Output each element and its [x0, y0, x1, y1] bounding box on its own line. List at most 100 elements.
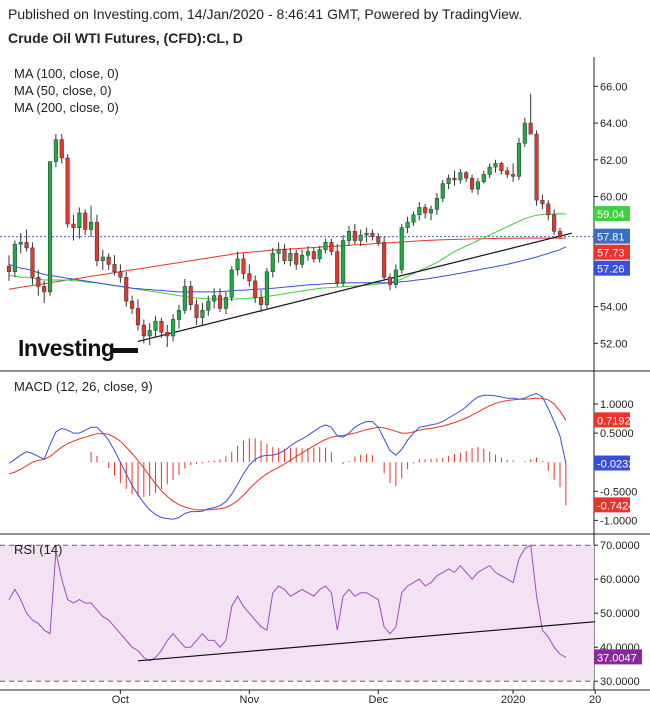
- candle-down: [528, 122, 533, 135]
- ma200-line: [8, 237, 566, 290]
- candle-down: [552, 214, 557, 232]
- candle-down: [188, 286, 193, 306]
- candle-down: [118, 271, 123, 278]
- legend-ma100: MA (100, close, 0): [14, 66, 119, 81]
- price-tick-label: 52.00: [600, 338, 628, 350]
- candle-up: [346, 231, 352, 241]
- time-tick-label: Oct: [112, 694, 129, 706]
- rsi-tick-label: 70.0000: [600, 540, 640, 552]
- candle-up: [434, 198, 439, 210]
- price-tag-1: 57.81: [597, 232, 625, 244]
- macd-tag-2-bg: [594, 497, 630, 513]
- price-tag-3: 57.26: [597, 264, 625, 276]
- rsi-line: [8, 544, 567, 662]
- candle-up: [405, 221, 410, 228]
- candle-down: [59, 139, 64, 159]
- rsi-tick-label: 50.0000: [600, 608, 640, 620]
- candle-up: [417, 207, 422, 216]
- legend-ma50: MA (50, close, 0): [14, 83, 112, 98]
- candle-down: [112, 264, 117, 272]
- candle-up: [229, 269, 234, 298]
- rsi-tick-label: 30.0000: [600, 676, 640, 688]
- rsi-band: [0, 545, 594, 682]
- candle-up: [411, 214, 416, 223]
- candle-up: [206, 300, 211, 311]
- price-tag-2-bg: [594, 244, 630, 260]
- macd-tag-2: -0.7424: [597, 500, 634, 512]
- investing-logo-text: Investing: [18, 335, 114, 361]
- candle-up: [223, 297, 228, 309]
- candle-up: [446, 177, 451, 184]
- candle-down: [83, 212, 88, 230]
- candle-down: [294, 253, 299, 265]
- candle-down: [65, 157, 70, 225]
- candle-up: [264, 271, 269, 306]
- price-tick-label: 66.00: [600, 81, 628, 93]
- time-tick-label: Dec: [369, 694, 389, 706]
- candle-down: [370, 232, 375, 238]
- macd-tag-0: 0.7192: [597, 415, 631, 427]
- candle-up: [399, 227, 404, 271]
- rsi-tick-label: 60.0000: [600, 574, 640, 586]
- candle-down: [540, 199, 545, 205]
- candle-up: [358, 234, 363, 241]
- candle-up: [300, 254, 305, 265]
- legend-ma200: MA (200, close, 0): [14, 100, 119, 115]
- candle-up: [182, 286, 187, 311]
- candle-down: [217, 295, 223, 309]
- candle-up: [323, 242, 328, 250]
- candle-down: [282, 249, 287, 261]
- candle-up: [47, 161, 53, 293]
- candle-up: [200, 310, 205, 318]
- candle-down: [247, 273, 252, 282]
- candle-up: [270, 253, 275, 272]
- candle-up: [171, 319, 176, 337]
- price-tag-0-bg: [594, 206, 630, 222]
- candle-down: [376, 236, 381, 243]
- candle-down: [30, 247, 35, 278]
- rsi-tag-bg: [594, 649, 642, 665]
- macd-tick-label: 1.0000: [600, 399, 634, 411]
- candle-down: [335, 251, 340, 283]
- candle-down: [165, 332, 170, 337]
- candle-down: [194, 304, 199, 318]
- macd-tag-1-bg: [594, 455, 630, 471]
- price-tick-label: 54.00: [600, 302, 628, 314]
- price-tag-3-bg: [594, 260, 630, 276]
- macd-tag-1: -0.0232: [597, 459, 634, 471]
- macd-signal-line: [8, 397, 567, 511]
- candle-down: [159, 321, 164, 333]
- candle-down: [352, 231, 357, 241]
- candle-down: [534, 133, 539, 201]
- investing-logo: Investing: [18, 335, 138, 361]
- price-tick-label: 64.00: [600, 118, 628, 130]
- rsi-title: RSI (14): [14, 542, 62, 557]
- candle-down: [141, 324, 146, 337]
- candle-down: [464, 172, 469, 179]
- price-tick-label: 62.00: [600, 155, 628, 167]
- candle-up: [493, 163, 498, 168]
- candle-up: [12, 243, 17, 272]
- price-tag-2: 57.73: [597, 248, 625, 260]
- candle-down: [499, 163, 504, 172]
- candle-down: [387, 276, 393, 285]
- time-tick-label: 2020: [501, 694, 525, 706]
- candle-up: [428, 209, 434, 214]
- candle-up: [317, 249, 322, 260]
- price-tag-1-bg: [594, 228, 630, 244]
- candle-up: [100, 256, 105, 261]
- candle-up: [176, 310, 182, 320]
- macd-title: MACD (12, 26, close, 9): [14, 379, 153, 394]
- rsi-tag-0: 37.0047: [597, 652, 637, 664]
- candle-up: [481, 174, 486, 183]
- candle-up: [393, 269, 398, 285]
- instrument-title: Crude Oil WTI Futures, (CFD):CL, D: [8, 30, 243, 46]
- candle-up: [18, 242, 23, 245]
- candle-down: [382, 242, 387, 278]
- candle-up: [276, 249, 281, 254]
- candle-down: [511, 174, 516, 177]
- candle-down: [94, 221, 99, 261]
- candle-down: [6, 265, 12, 272]
- candle-down: [106, 256, 111, 265]
